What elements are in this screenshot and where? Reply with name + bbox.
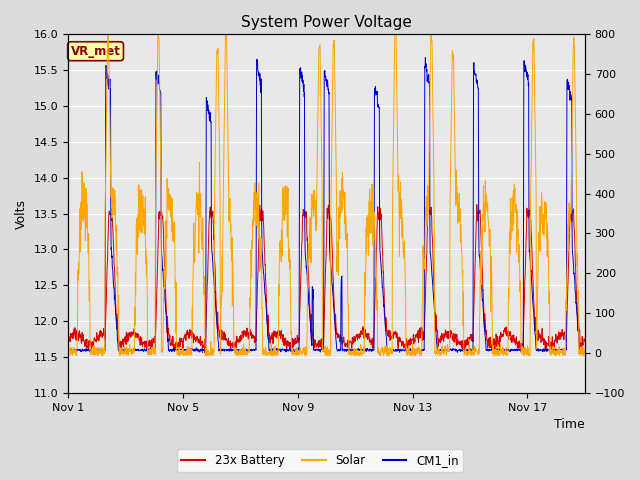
23x Battery xyxy=(95,333,102,339)
CM1_in xyxy=(339,347,347,352)
Line: CM1_in: CM1_in xyxy=(68,58,585,352)
23x Battery xyxy=(511,339,518,345)
Title: System Power Voltage: System Power Voltage xyxy=(241,15,412,30)
23x Battery xyxy=(473,202,481,207)
Text: VR_met: VR_met xyxy=(70,45,120,58)
Solar xyxy=(294,348,302,354)
Solar xyxy=(581,348,589,354)
Solar xyxy=(286,257,294,263)
23x Battery xyxy=(581,338,589,344)
23x Battery xyxy=(340,337,348,343)
CM1_in xyxy=(385,349,393,355)
Solar xyxy=(397,216,404,221)
23x Battery xyxy=(201,350,209,356)
Y-axis label: Volts: Volts xyxy=(15,199,28,228)
Solar xyxy=(64,348,72,354)
CM1_in xyxy=(397,346,404,352)
Solar xyxy=(511,181,518,187)
Line: Solar: Solar xyxy=(68,28,585,355)
CM1_in xyxy=(64,347,72,352)
23x Battery xyxy=(286,339,294,345)
23x Battery xyxy=(294,335,302,341)
Solar xyxy=(391,25,399,31)
CM1_in xyxy=(294,347,302,352)
CM1_in xyxy=(422,55,429,60)
Legend: 23x Battery, Solar, CM1_in: 23x Battery, Solar, CM1_in xyxy=(177,449,463,472)
23x Battery xyxy=(397,337,404,343)
CM1_in xyxy=(511,347,518,353)
Solar xyxy=(340,187,348,193)
CM1_in xyxy=(286,346,294,352)
CM1_in xyxy=(95,347,102,353)
Line: 23x Battery: 23x Battery xyxy=(68,204,585,353)
Solar xyxy=(95,347,102,352)
X-axis label: Time: Time xyxy=(554,419,585,432)
CM1_in xyxy=(581,349,589,355)
23x Battery xyxy=(64,332,72,337)
Solar xyxy=(65,352,72,358)
